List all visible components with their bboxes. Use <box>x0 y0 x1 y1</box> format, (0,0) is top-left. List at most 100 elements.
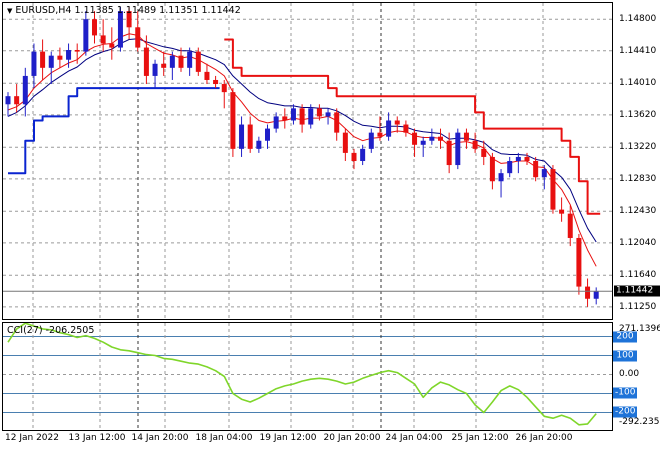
candle <box>403 120 409 137</box>
ohlc-open: 1.11385 <box>74 5 114 16</box>
symbol-label: EURUSD,H4 <box>15 5 72 16</box>
candle-body <box>40 51 46 68</box>
candle-body <box>48 55 54 68</box>
ohlc-high: 1.11489 <box>116 5 157 16</box>
candle <box>308 104 314 129</box>
candle <box>83 11 89 56</box>
candle-body <box>22 75 28 105</box>
candle <box>455 128 461 170</box>
cci-level-badge: 200 <box>613 331 637 342</box>
current-price-badge: 1.11442 <box>614 285 660 297</box>
candle-body <box>455 132 461 166</box>
candle <box>204 63 210 85</box>
cci-chart-canvas[interactable] <box>3 323 612 430</box>
collapse-triangle-icon[interactable]: ▼ <box>7 7 13 15</box>
candle-body <box>507 161 513 174</box>
candle <box>273 112 279 133</box>
cci-level-badge: 100 <box>613 350 637 361</box>
candle-body <box>559 209 565 214</box>
candle <box>195 47 201 76</box>
candle-body <box>438 136 443 141</box>
candle <box>334 108 340 141</box>
candle <box>524 152 530 166</box>
candle-body <box>135 27 141 48</box>
time-tick-label: 12 Jan 2022 <box>5 433 59 443</box>
price-tick-label: 1.14010 <box>619 78 657 89</box>
chart-header: ▼ EURUSD,H4 1.11385 1.11489 1.11351 1.114… <box>7 5 241 16</box>
cci-level-label: 0.00 <box>619 369 640 380</box>
candle-body <box>446 140 452 166</box>
candle-body <box>515 156 521 161</box>
candle-body <box>386 120 392 137</box>
candle-body <box>273 116 279 129</box>
fast-moving-average-line <box>7 33 597 267</box>
time-tick-label: 20 Jan 20:00 <box>323 433 381 443</box>
candle-body <box>593 291 599 299</box>
time-tick-label: 13 Jan 12:00 <box>68 433 126 443</box>
price-chart-canvas[interactable] <box>3 3 612 319</box>
time-tick-label: 14 Jan 20:00 <box>131 433 189 443</box>
price-chart-pane[interactable]: ▼ EURUSD,H4 1.11385 1.11489 1.11351 1.114… <box>2 2 613 320</box>
candle-body <box>489 156 495 182</box>
candle <box>221 79 227 109</box>
candle-body <box>239 124 245 149</box>
candle-body <box>472 140 478 149</box>
candle-body <box>550 169 556 210</box>
candle-body <box>109 43 115 48</box>
candle-body <box>247 124 253 149</box>
cci-indicator-pane[interactable]: CCI(27) -206.2505 <box>2 322 613 431</box>
candle-body <box>524 156 530 161</box>
candle <box>360 144 366 166</box>
candle <box>515 152 521 174</box>
candle-body <box>213 79 219 85</box>
candle <box>386 112 392 141</box>
price-tick-label: 1.12830 <box>619 173 657 184</box>
candle <box>394 116 400 133</box>
time-tick-label: 25 Jan 12:00 <box>451 433 509 443</box>
candle <box>109 27 115 60</box>
candle <box>420 136 426 157</box>
candle <box>152 59 158 89</box>
candle-body <box>334 112 340 133</box>
candle <box>213 75 219 89</box>
time-tick-label: 24 Jan 04:00 <box>385 433 443 443</box>
candle <box>507 156 513 178</box>
candle-body <box>567 213 573 238</box>
cci-title: CCI(27) <box>7 325 43 336</box>
candle-body <box>308 108 314 125</box>
trailing-stop-up-line <box>8 87 220 175</box>
price-tick-label: 1.12040 <box>619 237 657 248</box>
candle-body <box>178 55 184 68</box>
candle <box>438 128 443 149</box>
candle <box>377 116 383 141</box>
candle-body <box>230 92 236 149</box>
candle-body <box>325 112 331 117</box>
candle <box>100 19 106 52</box>
ohlc-close: 1.11442 <box>201 5 241 16</box>
price-tick-label: 1.11250 <box>619 301 657 312</box>
candle <box>14 84 20 113</box>
ohlc-low: 1.11351 <box>159 5 199 16</box>
cci-level-badge: -200 <box>613 406 637 418</box>
candle <box>550 165 556 214</box>
candle <box>429 128 435 145</box>
candle-body <box>100 35 106 44</box>
candle <box>57 47 63 68</box>
candle <box>135 11 141 52</box>
candle <box>282 108 288 129</box>
candle <box>143 35 149 85</box>
candle <box>316 104 322 121</box>
candle <box>463 128 469 149</box>
candle-body <box>403 124 409 133</box>
candle-body <box>169 55 175 68</box>
candle <box>265 124 270 149</box>
candle <box>576 233 582 295</box>
candle-body <box>576 237 582 287</box>
cci-axis-max: 271.1396 <box>619 324 660 334</box>
candle-body <box>585 286 591 299</box>
candle <box>187 47 193 76</box>
candle <box>472 132 478 153</box>
trailing-stop-down-line <box>224 38 601 215</box>
candle <box>559 197 565 222</box>
candle <box>31 43 37 89</box>
